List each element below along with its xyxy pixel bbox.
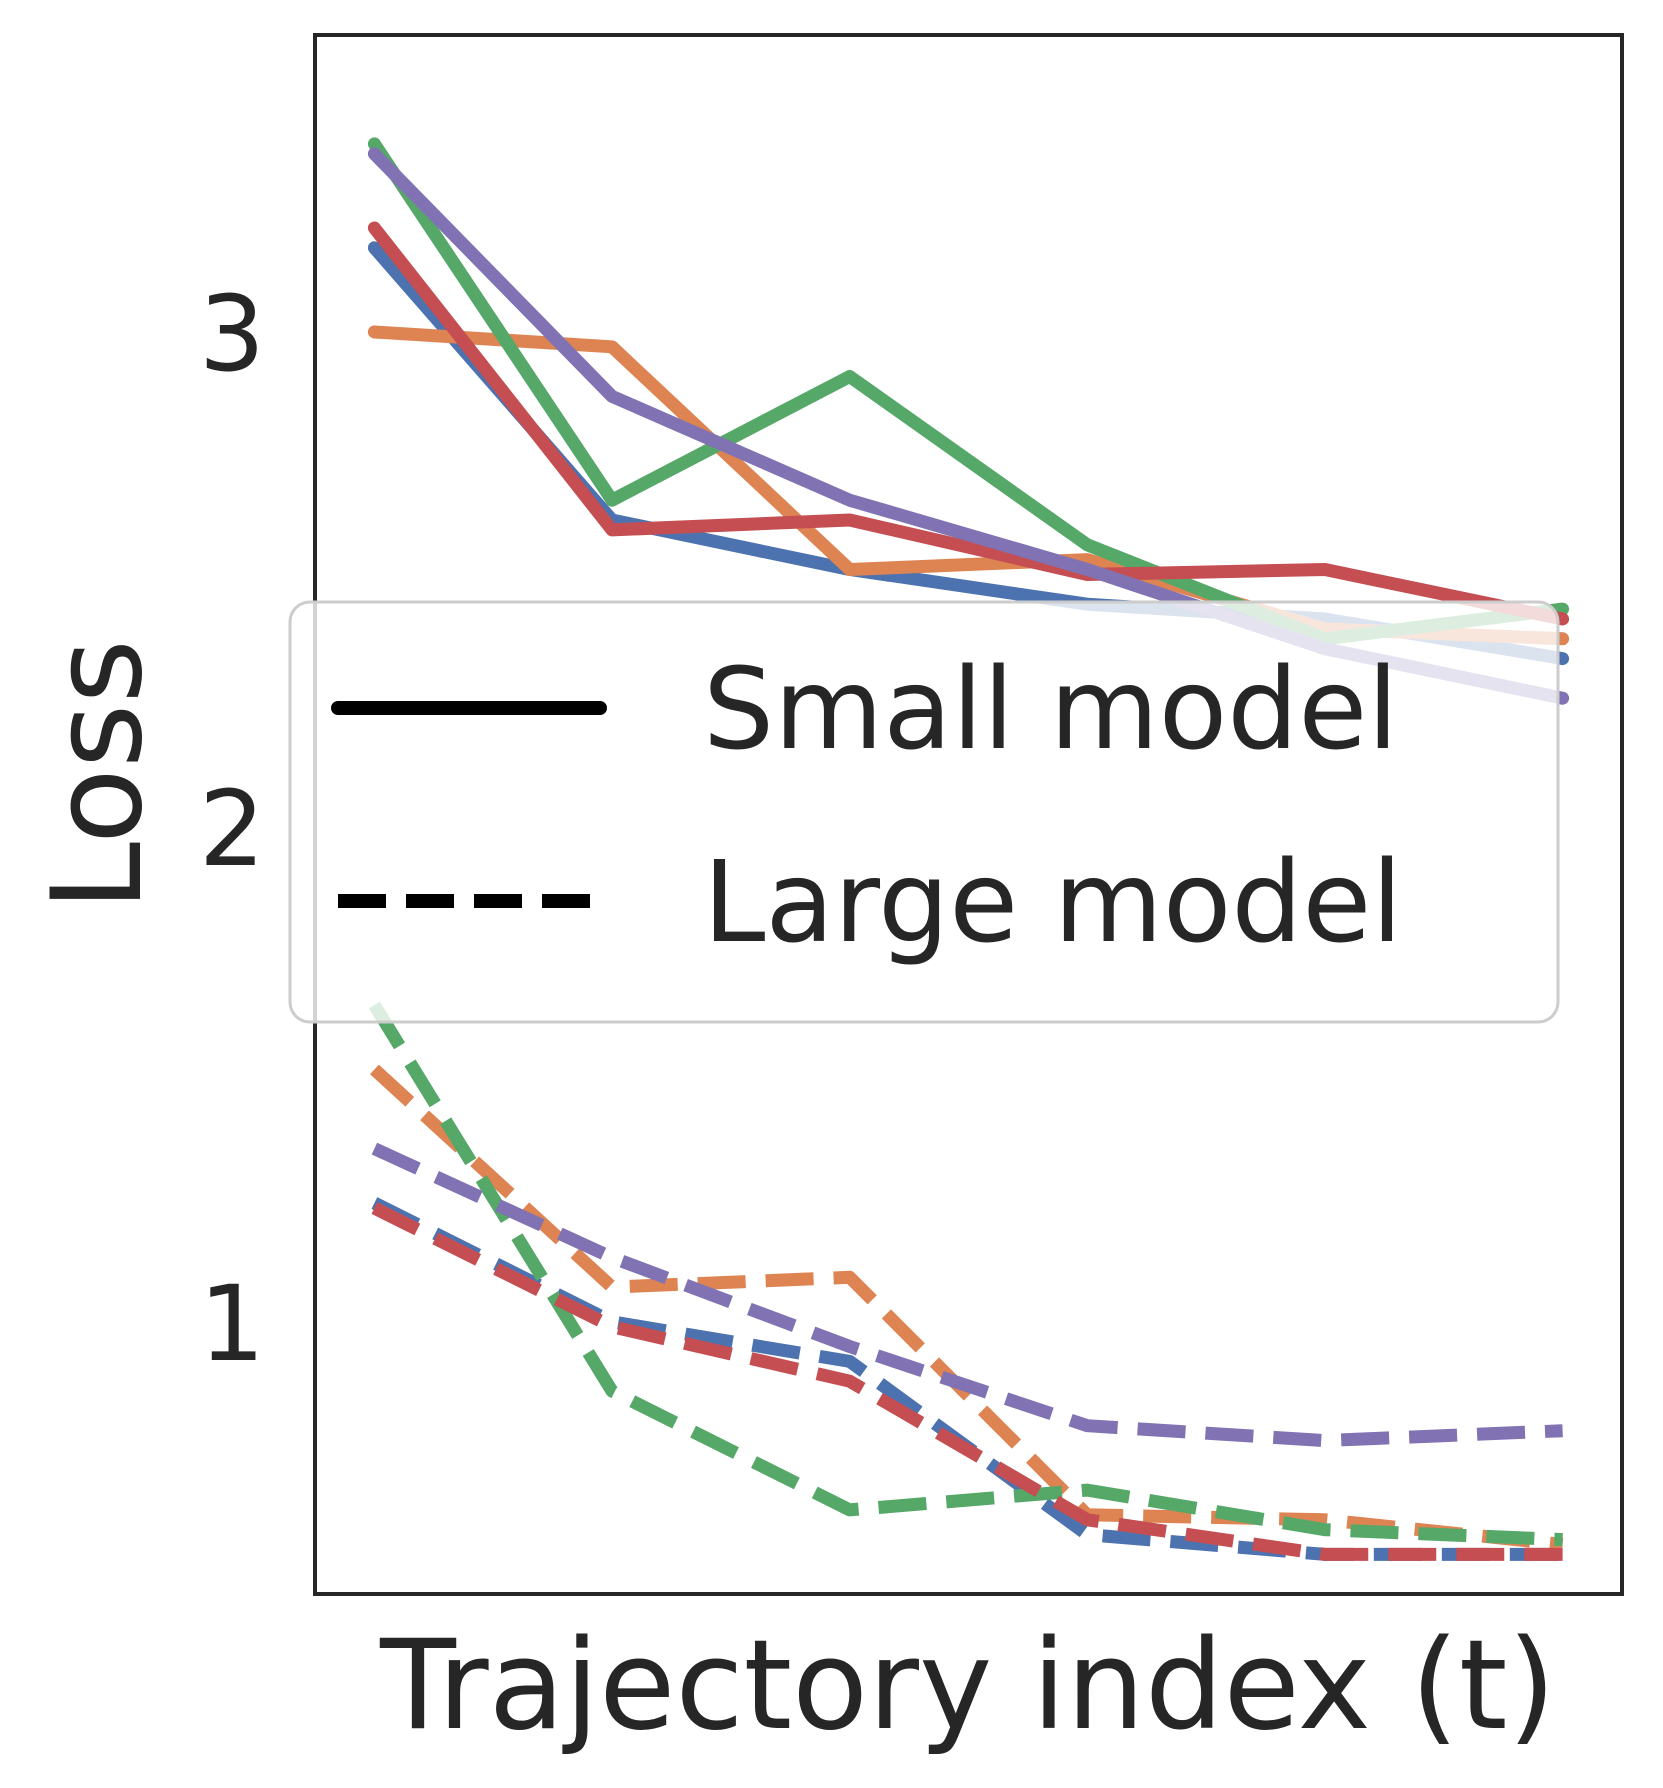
- series-line-red-large: [371, 1202, 1563, 1561]
- y-tick-label-3: 3: [199, 273, 265, 395]
- legend-box: [288, 600, 1560, 1024]
- y-tick-labels: 1 2 3: [199, 273, 265, 1385]
- series-line-green-large: [368, 1001, 1563, 1547]
- series-layer: [367, 137, 1570, 1561]
- legend-label-small-model: Small model: [703, 645, 1398, 775]
- y-tick-label-2: 2: [199, 768, 265, 890]
- legend: Small model Large model: [288, 600, 1560, 1024]
- legend-label-large-model: Large model: [703, 838, 1402, 968]
- series-line-purple-large: [371, 1142, 1563, 1448]
- series-line-orange-large: [370, 1064, 1564, 1551]
- series-line-red-small: [367, 221, 1570, 626]
- y-axis-label: Loss: [26, 639, 170, 911]
- x-axis-label: Trajectory index (t): [379, 1614, 1556, 1758]
- y-tick-label-1: 1: [199, 1263, 265, 1385]
